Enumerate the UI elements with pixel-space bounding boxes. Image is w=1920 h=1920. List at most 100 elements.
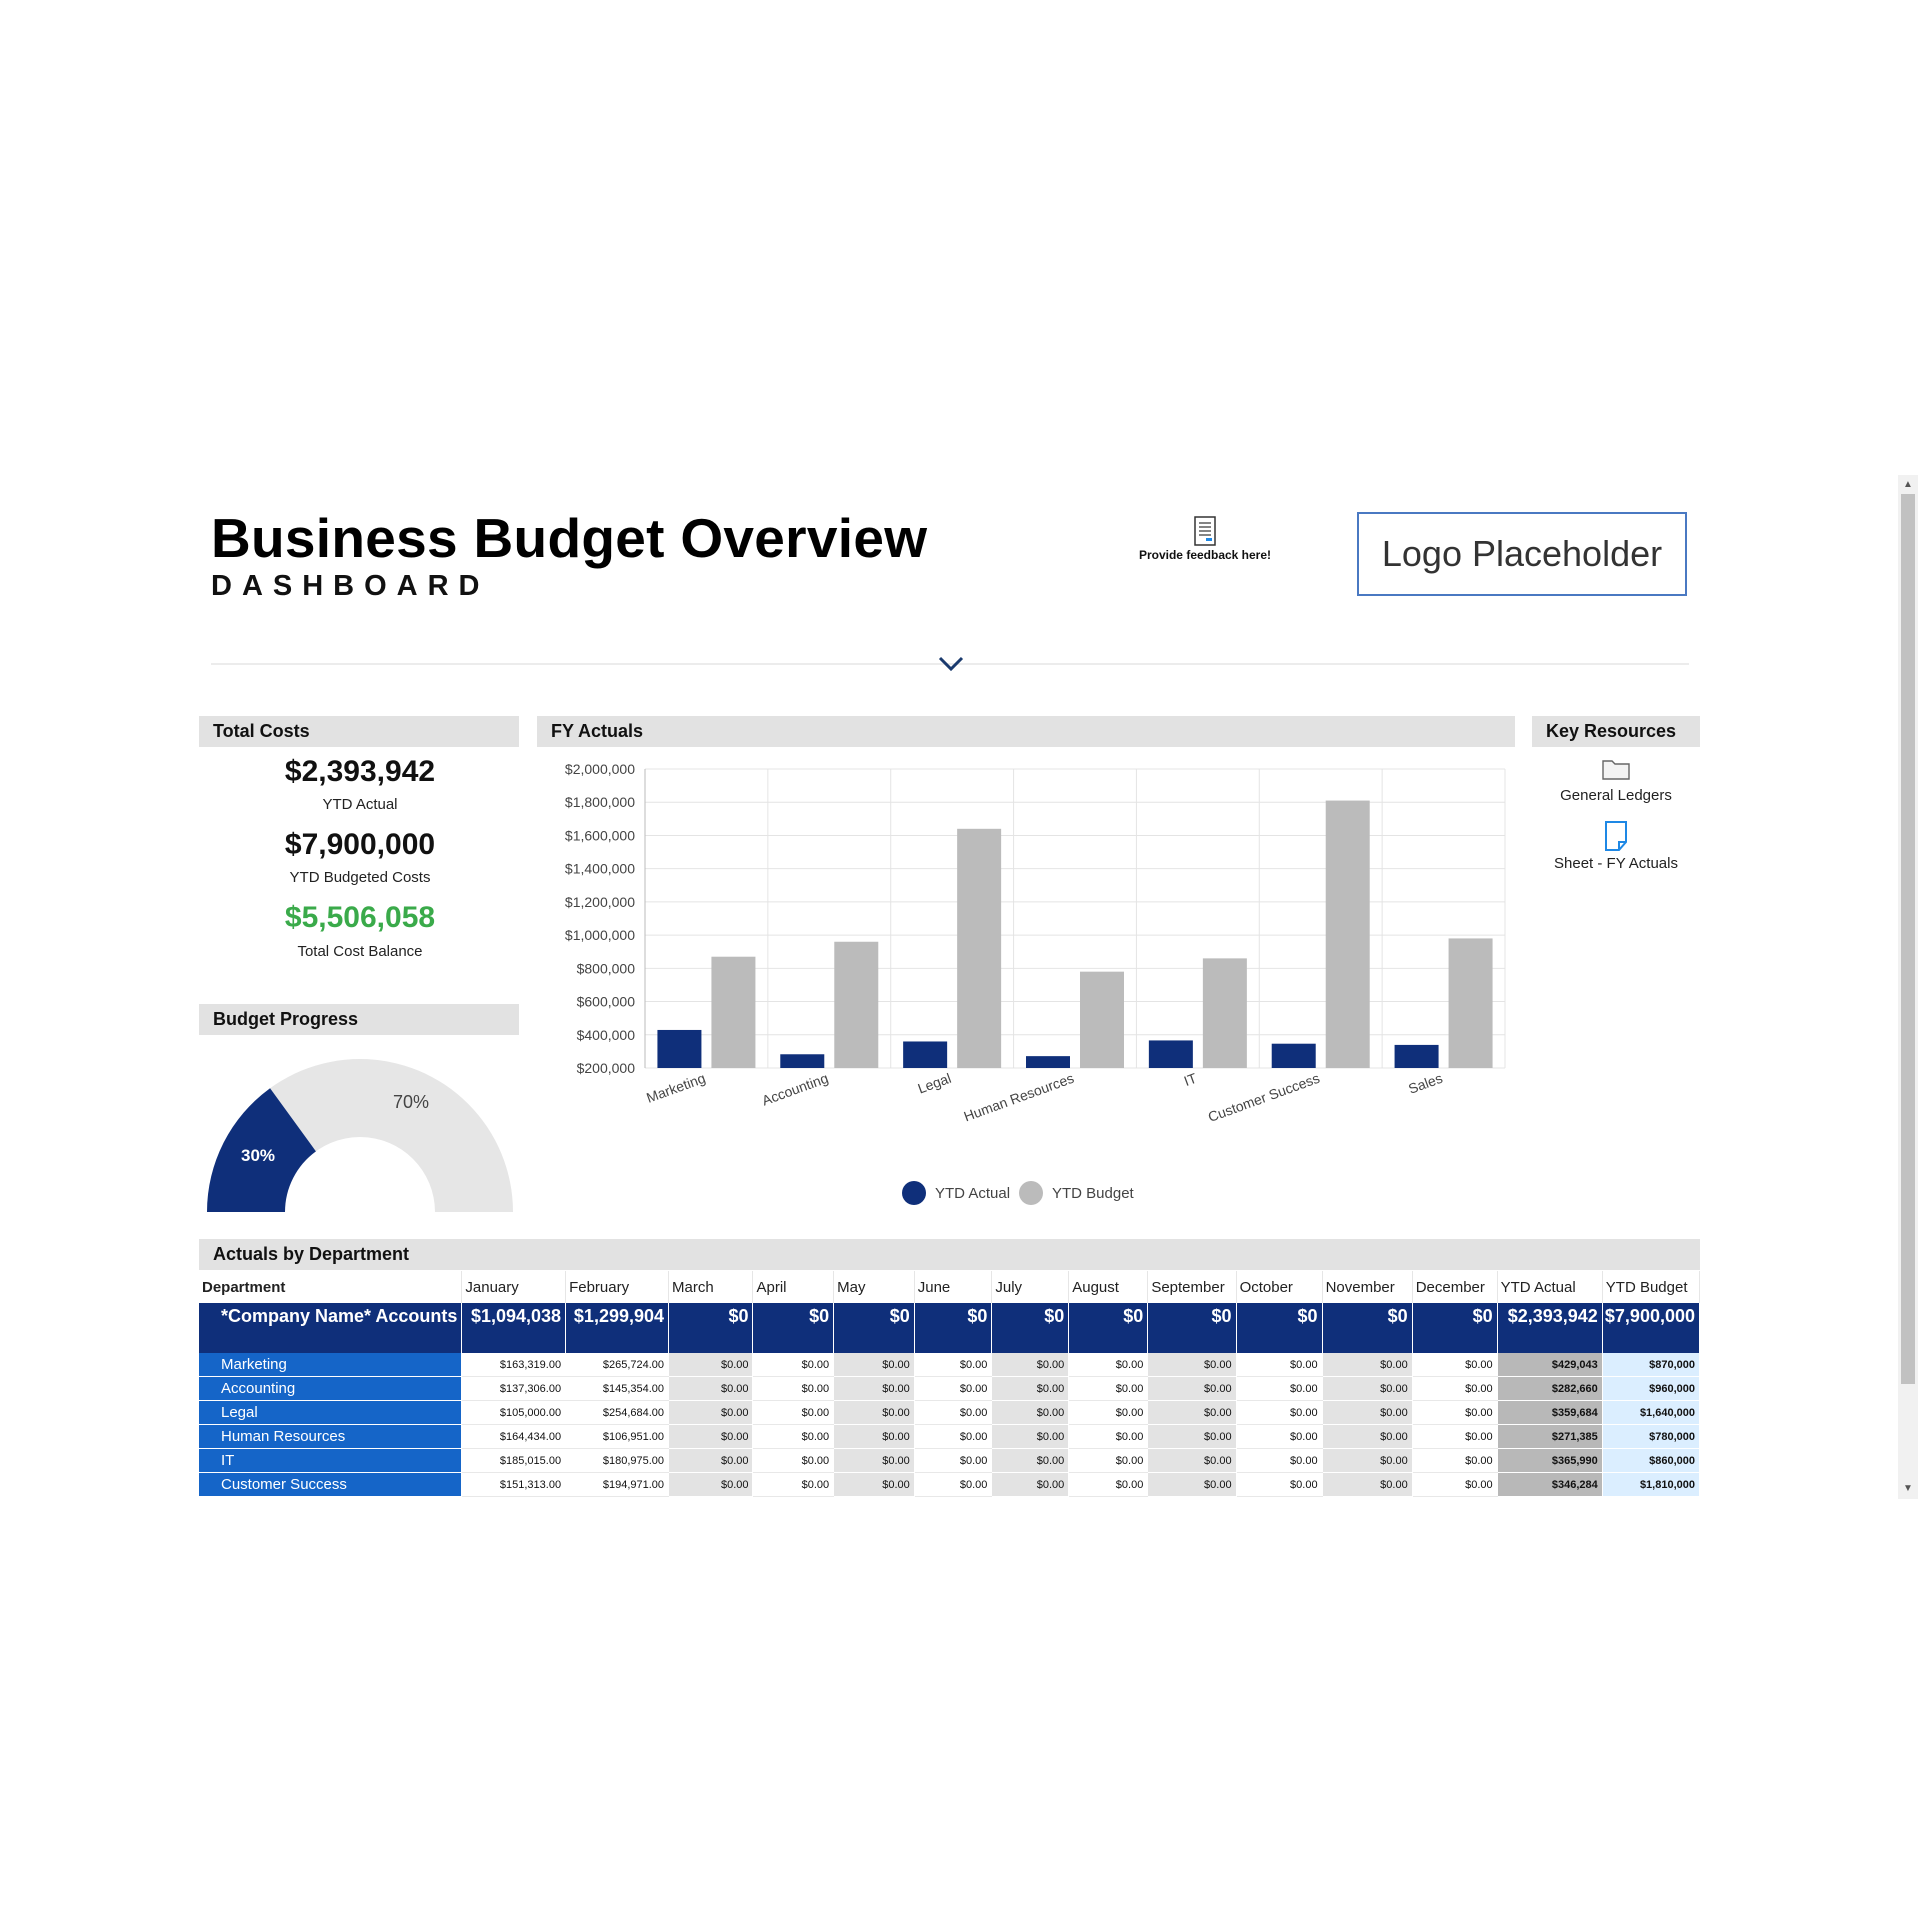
table-cell[interactable]: $194,971.00	[565, 1472, 670, 1497]
table-cell[interactable]: $0.00	[1412, 1353, 1498, 1377]
summary-cell[interactable]: $0	[668, 1303, 754, 1353]
table-cell[interactable]: $0.00	[752, 1472, 835, 1497]
table-cell[interactable]: $860,000	[1602, 1448, 1700, 1473]
table-cell[interactable]: $0.00	[833, 1424, 915, 1449]
column-header[interactable]: July	[991, 1271, 1070, 1303]
table-cell[interactable]: $282,660	[1497, 1376, 1603, 1401]
column-header[interactable]: YTD Budget	[1602, 1271, 1700, 1303]
scroll-down-arrow-icon[interactable]: ▼	[1903, 1483, 1913, 1494]
summary-cell[interactable]: $0	[833, 1303, 915, 1353]
actuals-table-container[interactable]: Department January February March April May Ju…	[199, 1271, 1700, 1501]
table-cell[interactable]: $1,640,000	[1602, 1400, 1700, 1425]
column-header[interactable]: April	[752, 1271, 835, 1303]
table-cell[interactable]: $254,684.00	[565, 1400, 670, 1425]
table-cell[interactable]: $0.00	[833, 1353, 915, 1377]
scroll-up-arrow-icon[interactable]: ▲	[1903, 479, 1913, 490]
summary-cell[interactable]: $0	[752, 1303, 835, 1353]
summary-cell[interactable]: $0	[1322, 1303, 1413, 1353]
table-cell[interactable]: $0.00	[1322, 1353, 1413, 1377]
table-cell[interactable]: $0.00	[1322, 1472, 1413, 1497]
table-cell[interactable]: $346,284	[1497, 1472, 1603, 1497]
table-cell[interactable]: $1,810,000	[1602, 1472, 1700, 1497]
summary-cell[interactable]: $1,299,904	[565, 1303, 670, 1353]
table-cell[interactable]: $0.00	[1147, 1424, 1237, 1449]
column-header[interactable]: November	[1322, 1271, 1413, 1303]
table-cell[interactable]: $0.00	[833, 1376, 915, 1401]
table-cell[interactable]: $0.00	[914, 1424, 993, 1449]
department-name-cell[interactable]: Legal	[199, 1400, 463, 1425]
table-cell[interactable]: $163,319.00	[461, 1353, 567, 1377]
table-cell[interactable]: $0.00	[1322, 1448, 1413, 1473]
column-header[interactable]: January	[461, 1271, 567, 1303]
scrollbar-thumb[interactable]	[1901, 494, 1915, 1384]
table-cell[interactable]: $0.00	[1322, 1424, 1413, 1449]
table-cell[interactable]: $0.00	[914, 1448, 993, 1473]
table-cell[interactable]: $0.00	[914, 1353, 993, 1377]
chevron-down-icon[interactable]	[936, 652, 966, 676]
table-cell[interactable]: $0.00	[1236, 1424, 1323, 1449]
column-header[interactable]: October	[1236, 1271, 1323, 1303]
column-header[interactable]: February	[565, 1271, 670, 1303]
table-cell[interactable]: $0.00	[1322, 1376, 1413, 1401]
table-cell[interactable]: $359,684	[1497, 1400, 1603, 1425]
summary-cell[interactable]: $0	[1147, 1303, 1237, 1353]
table-cell[interactable]: $145,354.00	[565, 1376, 670, 1401]
column-header[interactable]: September	[1147, 1271, 1237, 1303]
department-name-cell[interactable]: Human Resources	[199, 1424, 463, 1449]
summary-cell[interactable]: $7,900,000	[1602, 1303, 1700, 1353]
column-header[interactable]: August	[1068, 1271, 1149, 1303]
table-cell[interactable]: $0.00	[991, 1400, 1070, 1425]
table-cell[interactable]: $0.00	[1236, 1400, 1323, 1425]
table-cell[interactable]: $180,975.00	[565, 1448, 670, 1473]
table-cell[interactable]: $185,015.00	[461, 1448, 567, 1473]
table-cell[interactable]: $0.00	[1068, 1353, 1149, 1377]
table-cell[interactable]: $0.00	[833, 1472, 915, 1497]
resource-general-ledgers[interactable]: General Ledgers	[1532, 757, 1700, 804]
department-name-cell[interactable]: IT	[199, 1448, 463, 1473]
table-cell[interactable]: $365,990	[1497, 1448, 1603, 1473]
table-cell[interactable]: $164,434.00	[461, 1424, 567, 1449]
column-header[interactable]: March	[668, 1271, 754, 1303]
table-cell[interactable]: $265,724.00	[565, 1353, 670, 1377]
table-cell[interactable]: $870,000	[1602, 1353, 1700, 1377]
table-cell[interactable]: $0.00	[668, 1353, 754, 1377]
table-cell[interactable]: $0.00	[914, 1376, 993, 1401]
table-cell[interactable]: $0.00	[1147, 1376, 1237, 1401]
table-cell[interactable]: $0.00	[1412, 1424, 1498, 1449]
column-header[interactable]: YTD Actual	[1497, 1271, 1603, 1303]
table-cell[interactable]: $0.00	[1068, 1376, 1149, 1401]
table-cell[interactable]: $0.00	[1068, 1472, 1149, 1497]
table-cell[interactable]: $151,313.00	[461, 1472, 567, 1497]
table-cell[interactable]: $0.00	[1236, 1353, 1323, 1377]
table-cell[interactable]: $960,000	[1602, 1376, 1700, 1401]
summary-cell[interactable]: $0	[1236, 1303, 1323, 1353]
summary-cell[interactable]: $1,094,038	[461, 1303, 567, 1353]
table-cell[interactable]: $0.00	[1147, 1353, 1237, 1377]
table-cell[interactable]: $0.00	[991, 1472, 1070, 1497]
department-name-cell[interactable]: Accounting	[199, 1376, 463, 1401]
table-cell[interactable]: $0.00	[1412, 1472, 1498, 1497]
summary-cell[interactable]: $2,393,942	[1497, 1303, 1603, 1353]
table-cell[interactable]: $0.00	[752, 1448, 835, 1473]
table-cell[interactable]: $0.00	[1236, 1448, 1323, 1473]
table-cell[interactable]: $0.00	[914, 1472, 993, 1497]
summary-cell[interactable]: $0	[991, 1303, 1070, 1353]
table-cell[interactable]: $0.00	[833, 1448, 915, 1473]
table-cell[interactable]: $0.00	[1147, 1472, 1237, 1497]
table-cell[interactable]: $0.00	[914, 1400, 993, 1425]
table-cell[interactable]: $271,385	[1497, 1424, 1603, 1449]
table-cell[interactable]: $106,951.00	[565, 1424, 670, 1449]
summary-cell[interactable]: $0	[1068, 1303, 1149, 1353]
table-cell[interactable]: $0.00	[1068, 1424, 1149, 1449]
summary-name-cell[interactable]: *Company Name* Accounts	[199, 1303, 463, 1353]
table-cell[interactable]: $0.00	[991, 1353, 1070, 1377]
table-cell[interactable]: $0.00	[752, 1424, 835, 1449]
table-cell[interactable]: $0.00	[1236, 1472, 1323, 1497]
table-cell[interactable]: $0.00	[668, 1400, 754, 1425]
table-cell[interactable]: $0.00	[1236, 1376, 1323, 1401]
table-cell[interactable]: $0.00	[991, 1424, 1070, 1449]
feedback-link[interactable]: Provide feedback here!	[1120, 516, 1290, 562]
column-header[interactable]: December	[1412, 1271, 1498, 1303]
table-cell[interactable]: $0.00	[668, 1376, 754, 1401]
column-header[interactable]: Department	[199, 1271, 463, 1303]
